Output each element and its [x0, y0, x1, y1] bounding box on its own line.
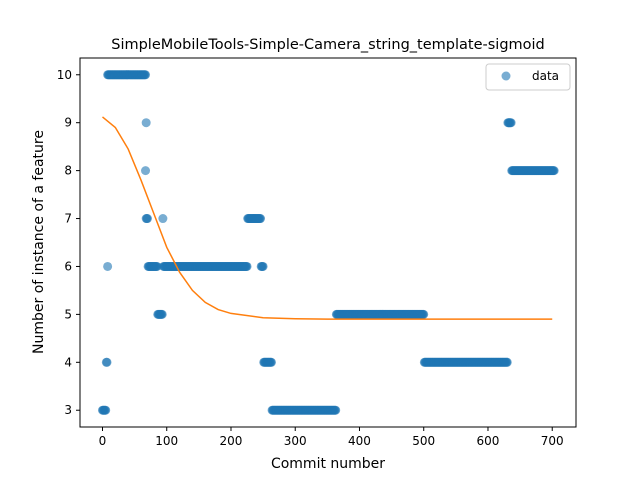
- data-point: [142, 214, 152, 224]
- x-axis-ticks: 0 100 200 300 400 500 600 700: [99, 427, 564, 448]
- plot-frame: [79, 57, 577, 428]
- legend-label-data: data: [532, 69, 559, 83]
- y-tick-label: 5: [64, 307, 72, 321]
- data-point: [141, 166, 151, 176]
- y-tick-label: 8: [64, 164, 72, 178]
- x-axis-label: Commit number: [271, 456, 385, 472]
- y-axis-ticks: 3 4 5 6 7 8 9 10: [57, 68, 80, 417]
- y-tick-label: 10: [57, 68, 72, 82]
- y-tick-label: 4: [64, 355, 72, 369]
- sigmoid-fit-line: [102, 116, 553, 320]
- x-tick-label: 300: [284, 434, 307, 448]
- data-point: [331, 405, 341, 415]
- data-point: [256, 214, 266, 224]
- x-tick-label: 500: [412, 434, 435, 448]
- legend: data: [485, 63, 571, 91]
- fit-line-layer: [102, 116, 553, 320]
- data-point: [266, 357, 276, 367]
- x-tick-label: 600: [477, 434, 500, 448]
- x-tick-label: 700: [541, 434, 564, 448]
- data-point: [502, 357, 512, 367]
- data-point: [549, 166, 559, 176]
- data-point: [419, 309, 429, 319]
- data-point: [158, 214, 168, 224]
- x-tick-label: 400: [348, 434, 371, 448]
- y-tick-label: 7: [64, 212, 72, 226]
- x-tick-label: 200: [220, 434, 243, 448]
- data-point: [141, 118, 151, 128]
- data-point: [157, 309, 167, 319]
- y-axis-label: Number of instance of a feature: [31, 130, 47, 354]
- data-point: [102, 357, 112, 367]
- chart-title: SimpleMobileTools-Simple-Camera_string_t…: [111, 37, 545, 53]
- x-tick-label: 100: [155, 434, 178, 448]
- legend-marker-data: [501, 71, 511, 81]
- plot-area: [97, 70, 559, 415]
- legend-box: [485, 63, 571, 91]
- data-point: [101, 405, 111, 415]
- x-tick-label: 0: [99, 434, 107, 448]
- data-point: [141, 70, 151, 80]
- y-tick-label: 6: [64, 259, 72, 273]
- y-tick-label: 3: [64, 403, 72, 417]
- data-point: [258, 261, 268, 271]
- data-point: [103, 261, 113, 271]
- data-point: [152, 261, 162, 271]
- data-point: [506, 118, 516, 128]
- y-tick-label: 9: [64, 116, 72, 130]
- data-point: [242, 261, 252, 271]
